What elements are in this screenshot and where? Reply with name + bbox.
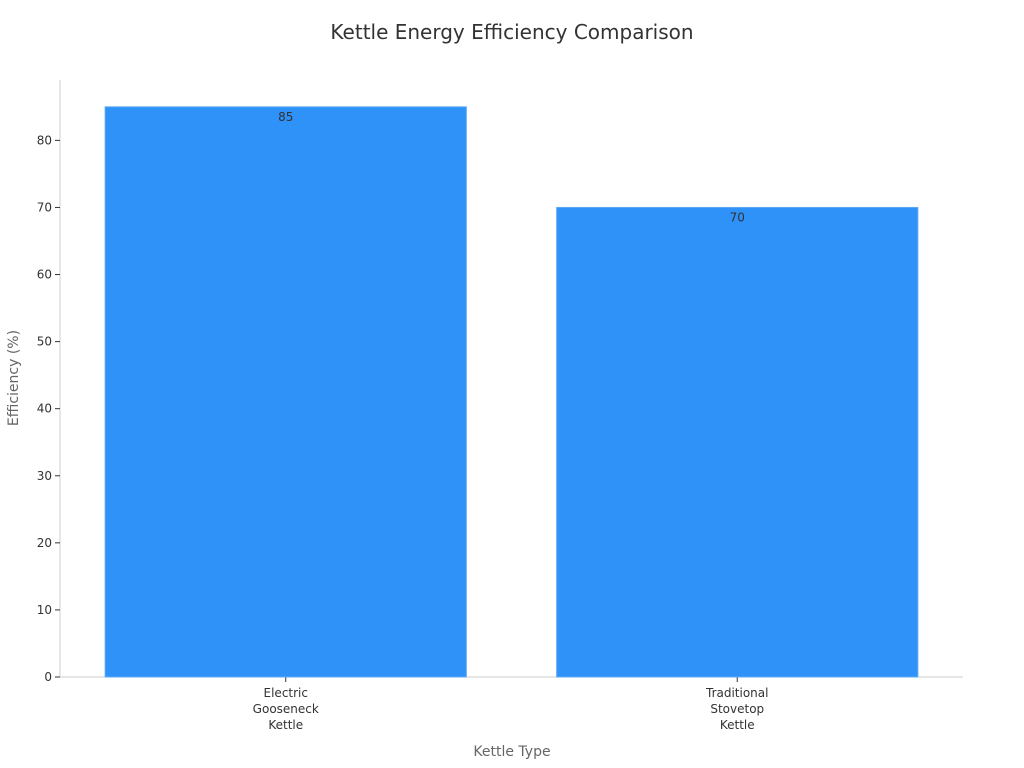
y-tick-label: 30 bbox=[37, 469, 52, 483]
bar-value-label: 85 bbox=[278, 110, 293, 124]
y-tick-label: 20 bbox=[37, 536, 52, 550]
y-tick-label: 70 bbox=[37, 200, 52, 214]
bar bbox=[104, 106, 467, 678]
x-tick-label: Traditional Stovetop Kettle bbox=[705, 686, 768, 732]
x-axis: Electric Gooseneck Kettle Traditional Stovet… bbox=[60, 676, 963, 732]
data-labels: 85 70 bbox=[278, 110, 745, 225]
chart-title: Kettle Energy Efficiency Comparison bbox=[330, 20, 694, 44]
y-tick-label: 10 bbox=[37, 603, 52, 617]
y-tick-label: 40 bbox=[37, 402, 52, 416]
y-tick-label: 60 bbox=[37, 268, 52, 282]
bar bbox=[556, 206, 919, 678]
x-tick-label: Electric Gooseneck Kettle bbox=[253, 686, 319, 732]
y-tick-label: 0 bbox=[44, 670, 52, 684]
y-tick-label: 50 bbox=[37, 335, 52, 349]
y-axis-title: Efficiency (%) bbox=[6, 330, 22, 426]
bars bbox=[104, 106, 919, 678]
bar-value-label: 70 bbox=[730, 210, 745, 224]
y-axis: 0 10 20 30 40 50 60 70 80 bbox=[37, 80, 61, 684]
y-tick-label: 80 bbox=[37, 133, 52, 147]
x-axis-title: Kettle Type bbox=[473, 744, 550, 760]
